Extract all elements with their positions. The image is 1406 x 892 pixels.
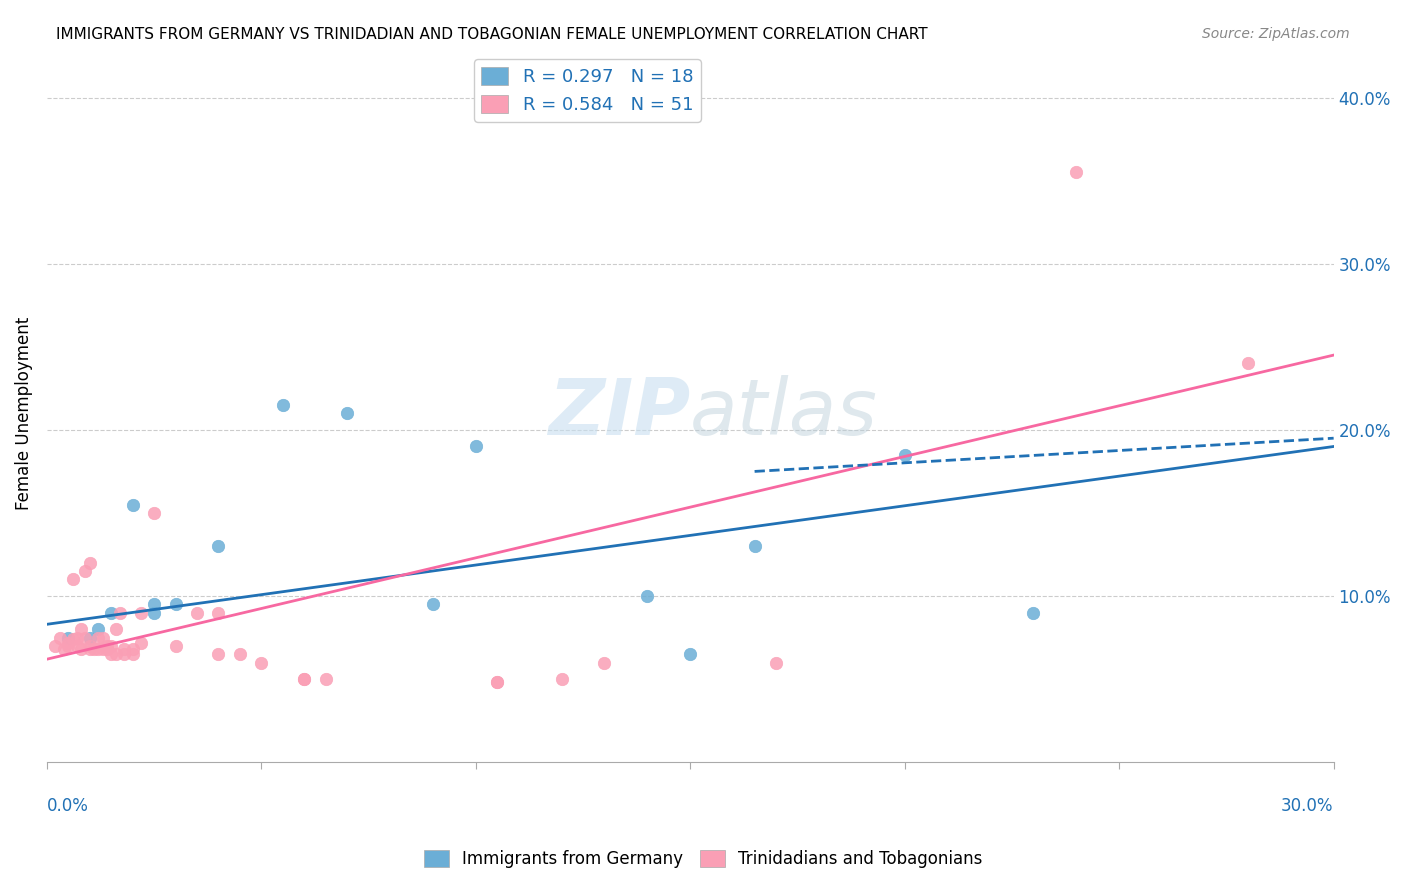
Point: [62, 632, 84, 647]
Point: [336, 406, 359, 420]
Point: [893, 448, 915, 462]
Text: 0.0%: 0.0%: [46, 797, 89, 815]
Point: [207, 606, 229, 620]
Point: [143, 598, 166, 612]
Point: [100, 639, 122, 653]
Point: [58, 631, 80, 645]
Point: [143, 506, 166, 520]
Point: [75, 631, 97, 645]
Point: [104, 622, 127, 636]
Point: [636, 589, 658, 603]
Point: [292, 672, 315, 686]
Point: [75, 564, 97, 578]
Point: [121, 498, 143, 512]
Point: [679, 647, 702, 661]
Point: [87, 622, 110, 636]
Point: [129, 635, 152, 649]
Point: [79, 631, 101, 645]
Point: [100, 647, 122, 661]
Point: [91, 642, 114, 657]
Point: [422, 598, 444, 612]
Point: [79, 556, 101, 570]
Point: [96, 639, 118, 653]
Point: [79, 642, 101, 657]
Point: [593, 656, 616, 670]
Point: [186, 606, 208, 620]
Y-axis label: Female Unemployment: Female Unemployment: [15, 317, 32, 510]
Point: [70, 622, 93, 636]
Text: ZIP: ZIP: [548, 376, 690, 451]
Point: [271, 398, 294, 412]
Point: [121, 642, 143, 657]
Point: [112, 642, 135, 657]
Point: [44, 639, 66, 653]
Point: [66, 639, 89, 653]
Point: [1022, 606, 1045, 620]
Point: [229, 647, 252, 661]
Point: [112, 647, 135, 661]
Point: [486, 675, 509, 690]
Point: [315, 672, 337, 686]
Point: [250, 656, 273, 670]
Point: [66, 631, 89, 645]
Point: [165, 639, 187, 653]
Point: [104, 647, 127, 661]
Point: [121, 647, 143, 661]
Point: [83, 642, 105, 657]
Point: [292, 672, 315, 686]
Point: [207, 539, 229, 553]
Point: [100, 606, 122, 620]
Point: [58, 635, 80, 649]
Point: [143, 606, 166, 620]
Point: [79, 639, 101, 653]
Legend: Immigrants from Germany, Trinidadians and Tobagonians: Immigrants from Germany, Trinidadians an…: [418, 843, 988, 875]
Text: 30.0%: 30.0%: [1281, 797, 1334, 815]
Point: [87, 631, 110, 645]
Point: [49, 631, 72, 645]
Point: [550, 672, 572, 686]
Point: [765, 656, 787, 670]
Point: [58, 639, 80, 653]
Point: [87, 642, 110, 657]
Point: [62, 573, 84, 587]
Point: [744, 539, 766, 553]
Point: [486, 675, 509, 690]
Point: [91, 631, 114, 645]
Text: IMMIGRANTS FROM GERMANY VS TRINIDADIAN AND TOBAGONIAN FEMALE UNEMPLOYMENT CORREL: IMMIGRANTS FROM GERMANY VS TRINIDADIAN A…: [56, 27, 928, 42]
Point: [53, 642, 76, 657]
Text: Source: ZipAtlas.com: Source: ZipAtlas.com: [1202, 27, 1350, 41]
Point: [165, 598, 187, 612]
Point: [1237, 356, 1260, 370]
Legend: R = 0.297   N = 18, R = 0.584   N = 51: R = 0.297 N = 18, R = 0.584 N = 51: [474, 60, 700, 121]
Point: [464, 440, 486, 454]
Point: [96, 642, 118, 657]
Point: [1064, 165, 1087, 179]
Text: atlas: atlas: [690, 376, 879, 451]
Point: [108, 606, 131, 620]
Point: [70, 642, 93, 657]
Point: [207, 647, 229, 661]
Point: [129, 606, 152, 620]
